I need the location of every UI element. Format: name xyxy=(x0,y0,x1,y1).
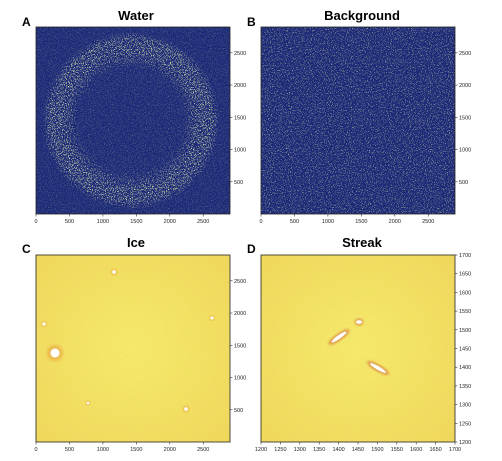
x-tick-label: 1700 xyxy=(449,447,461,453)
ice-spot xyxy=(182,405,190,413)
panel-title: Streak xyxy=(342,235,383,250)
y-tick-label: 500 xyxy=(459,180,468,186)
x-tick-label: 0 xyxy=(34,447,37,453)
panel-c: C Ice 0 500 1000 1500 2000 2500 500 1000 1500 2000 2… xyxy=(22,235,246,453)
y-tick-label: 1000 xyxy=(459,148,471,154)
x-tick-label: 2000 xyxy=(164,447,176,453)
y-tick-label: 1250 xyxy=(459,421,471,427)
y-tick-label: 1450 xyxy=(459,347,471,353)
y-axis: 500 1000 1500 2000 2500 xyxy=(230,51,246,186)
panel-letter: D xyxy=(247,242,256,256)
y-tick-label: 2000 xyxy=(234,311,246,317)
x-tick-label: 1200 xyxy=(255,447,267,453)
y-axis: 1200 1250 1300 1350 1400 1450 1500 1550 1600 1650… xyxy=(455,253,471,446)
x-tick-label: 500 xyxy=(65,219,74,225)
x-tick-label: 0 xyxy=(34,219,37,225)
plot-frame xyxy=(260,26,456,215)
y-tick-label: 1000 xyxy=(234,376,246,382)
y-tick-label: 1500 xyxy=(459,115,471,121)
ice-spot xyxy=(209,315,215,321)
micrograph-image xyxy=(261,255,455,442)
y-tick-label: 2500 xyxy=(459,51,471,57)
y-tick-label: 1650 xyxy=(459,272,471,278)
x-tick-label: 1500 xyxy=(371,447,383,453)
x-tick-label: 2000 xyxy=(389,219,401,225)
x-tick-label: 1600 xyxy=(410,447,422,453)
panel-b: B Background 0 500 1000 1500 2000 2500 500 1000 15… xyxy=(247,8,471,225)
y-axis: 500 1000 1500 2000 2500 xyxy=(455,51,471,186)
x-tick-label: 1400 xyxy=(332,447,344,453)
x-tick-label: 1550 xyxy=(391,447,403,453)
x-tick-label: 1000 xyxy=(97,219,109,225)
x-tick-label: 500 xyxy=(65,447,74,453)
y-tick-label: 1600 xyxy=(459,290,471,296)
y-tick-label: 2000 xyxy=(234,83,246,89)
x-tick-label: 2500 xyxy=(197,447,209,453)
plot-frame xyxy=(35,26,231,215)
x-axis: 0 500 1000 1500 2000 2500 xyxy=(259,214,434,225)
x-axis: 0 500 1000 1500 2000 2500 xyxy=(34,442,209,453)
streak-mark xyxy=(366,361,390,375)
ice-spot xyxy=(110,268,118,276)
x-tick-label: 1300 xyxy=(294,447,306,453)
streak-mark xyxy=(354,318,364,326)
micrograph-image xyxy=(36,27,230,214)
micrograph-image xyxy=(261,27,455,214)
x-tick-label: 1000 xyxy=(322,219,334,225)
panel-a: A Water 0 500 1000 1500 2000 2500 500 1000 1500 200… xyxy=(22,8,246,225)
x-tick-label: 1000 xyxy=(97,447,109,453)
x-tick-label: 1250 xyxy=(274,447,286,453)
y-tick-label: 1700 xyxy=(459,253,471,259)
micrograph-image xyxy=(36,255,230,442)
x-tick-label: 500 xyxy=(290,219,299,225)
y-tick-label: 1550 xyxy=(459,309,471,315)
x-tick-label: 1350 xyxy=(313,447,325,453)
panel-letter: C xyxy=(22,242,31,256)
panel-title: Ice xyxy=(127,235,145,250)
y-tick-label: 1350 xyxy=(459,384,471,390)
y-tick-label: 1500 xyxy=(234,115,246,121)
x-tick-label: 1650 xyxy=(429,447,441,453)
y-tick-label: 2500 xyxy=(234,279,246,285)
y-axis: 500 1000 1500 2000 2500 xyxy=(230,279,246,414)
y-tick-label: 500 xyxy=(234,408,243,414)
panel-letter: A xyxy=(22,15,31,29)
y-tick-label: 1500 xyxy=(234,343,246,349)
y-tick-label: 2000 xyxy=(459,83,471,89)
ice-spot xyxy=(41,321,47,327)
streak-mark xyxy=(328,329,350,345)
y-tick-label: 1000 xyxy=(234,148,246,154)
x-tick-label: 2500 xyxy=(197,219,209,225)
panel-letter: B xyxy=(247,15,256,29)
x-tick-label: 0 xyxy=(259,219,262,225)
x-tick-label: 2000 xyxy=(164,219,176,225)
plot-frame xyxy=(35,254,231,443)
y-tick-label: 500 xyxy=(234,180,243,186)
y-tick-label: 2500 xyxy=(234,51,246,57)
x-tick-label: 1500 xyxy=(355,219,367,225)
x-tick-label: 1500 xyxy=(130,447,142,453)
y-tick-label: 1500 xyxy=(459,328,471,334)
y-tick-label: 1200 xyxy=(459,440,471,446)
x-tick-label: 1450 xyxy=(352,447,364,453)
y-tick-label: 1400 xyxy=(459,365,471,371)
ice-spot xyxy=(46,344,64,362)
panel-title: Background xyxy=(324,8,400,23)
y-tick-label: 1300 xyxy=(459,403,471,409)
x-axis: 1200 1250 1300 1350 1400 1450 1500 1550 1600 1650… xyxy=(255,442,461,453)
x-axis: 0 500 1000 1500 2000 2500 xyxy=(34,214,209,225)
x-tick-label: 2500 xyxy=(422,219,434,225)
panel-title: Water xyxy=(118,8,154,23)
ice-spot xyxy=(85,400,91,406)
x-tick-label: 1500 xyxy=(130,219,142,225)
